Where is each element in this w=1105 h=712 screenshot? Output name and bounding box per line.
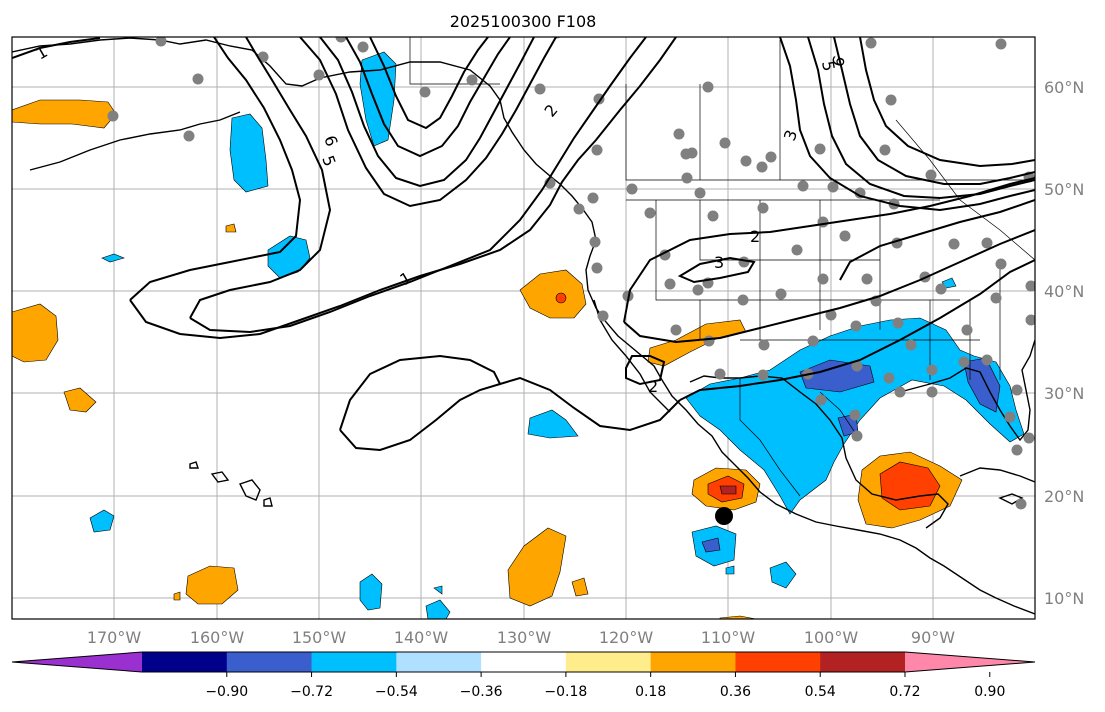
shade-positive-pacific-south (507, 527, 567, 607)
lon-label: 90°W (911, 628, 955, 647)
colorbar-tick-label: −0.54 (375, 684, 418, 700)
figure-title: 2025100300 F108 (450, 12, 597, 31)
colorbar-tick-label: 0.54 (805, 684, 836, 700)
lat-label: 50°N (1044, 180, 1084, 199)
shade-positive-hawaii-south (185, 565, 239, 605)
lon-label: 170°W (87, 628, 142, 647)
latitude-labels: 60°N 50°N 40°N 30°N 20°N 10°N (1044, 78, 1084, 608)
colorbar-tick-label: −0.72 (290, 684, 333, 700)
lon-label: 130°W (497, 628, 552, 647)
map-panel: 1 1 2 2 2 3 3 5 6 6 5 (11, 36, 1036, 620)
shade-positive-west-pacific (12, 99, 117, 129)
colorbar-tick-label: −0.90 (205, 684, 248, 700)
colorbar-segment (565, 652, 652, 672)
lon-label: 110°W (701, 628, 756, 647)
lon-label: 160°W (190, 628, 245, 647)
lon-label: 150°W (292, 628, 347, 647)
colorbar-tick-label: 0.90 (974, 684, 1005, 700)
colorbar-segment (481, 652, 567, 672)
contour-label: 2 (750, 227, 760, 246)
lat-label: 20°N (1044, 487, 1084, 506)
colorbar-extend-low (12, 652, 142, 672)
contour-3-bering (299, 37, 557, 208)
shade-positive-baja-north (519, 269, 587, 319)
colorbar-outline (11, 651, 1036, 673)
contour-1-main (129, 37, 302, 301)
contour-label: 5 (818, 59, 838, 72)
shade-positive-west (12, 303, 59, 363)
colorbar-tick-label: −0.36 (460, 684, 503, 700)
colorbar-segment (396, 652, 482, 672)
colorbar-tick-label: 0.72 (889, 684, 920, 700)
colorbar-segment (650, 652, 736, 672)
lon-label: 120°W (599, 628, 654, 647)
lat-label: 60°N (1044, 78, 1084, 97)
contour-1-west (12, 37, 101, 59)
colorbar-segment (820, 652, 906, 672)
shade-negative-gulf-alaska (229, 113, 269, 193)
contour-lines (12, 37, 1035, 452)
longitude-labels: 170°W 160°W 150°W 140°W 130°W 120°W 110°… (87, 628, 955, 647)
contour-2-west (189, 37, 332, 319)
storm-center-marker (715, 507, 733, 525)
lat-label: 10°N (1044, 589, 1084, 608)
lon-label: 100°W (804, 628, 859, 647)
colorbar: −0.90 −0.72 −0.54 −0.36 −0.18 0.18 0.36 0.54 0.7… (11, 651, 1036, 700)
lat-label: 30°N (1044, 384, 1084, 403)
contour-3 (677, 256, 756, 284)
lon-label: 140°W (394, 628, 449, 647)
colorbar-segment (735, 652, 821, 672)
political-borders (409, 37, 1035, 497)
shade-positive-small (63, 387, 97, 413)
colorbar-segment (142, 652, 228, 672)
station-dots (107, 37, 1035, 510)
colorbar-tick-label: 0.18 (635, 684, 666, 700)
colorbar-segment (226, 652, 313, 672)
colorbar-extend-high (905, 652, 1035, 672)
contour-label: 3 (714, 253, 724, 272)
colorbar-tick-label: 0.36 (720, 684, 751, 700)
colorbar-tick-label: −0.18 (544, 684, 587, 700)
colorbar-segment (311, 652, 397, 672)
contour-3-east (779, 37, 1035, 212)
lat-label: 40°N (1044, 282, 1084, 301)
map-frame (11, 36, 1036, 620)
contour-label: 2 (648, 377, 658, 396)
shade-negative-pacific (527, 409, 579, 439)
